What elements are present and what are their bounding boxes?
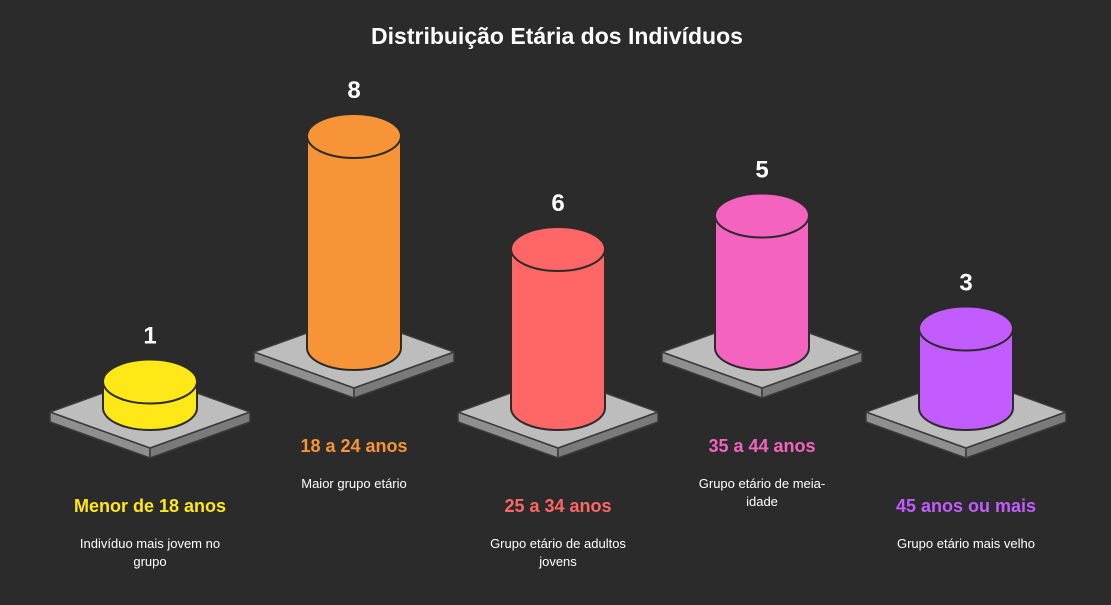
category-label: 45 anos ou mais [896, 496, 1036, 516]
cylinder-body [510, 248, 606, 431]
category-description: Grupo etário mais velho [897, 536, 1035, 551]
category-label: 35 a 44 anos [708, 436, 815, 456]
category-description: Maior grupo etário [301, 476, 407, 491]
category-description: Indivíduo mais jovem no [80, 536, 220, 551]
category-description: grupo [133, 554, 166, 569]
category-label: Menor de 18 anos [74, 496, 226, 516]
category-description: jovens [538, 554, 577, 569]
value-label: 3 [959, 270, 972, 297]
cylinder-top [510, 226, 606, 272]
category-label: 25 a 34 anos [504, 496, 611, 516]
category-description: Grupo etário de meia- [699, 476, 825, 491]
bars-group: 1 Menor de 18 anos Indivíduo mais jovem no… [49, 77, 1067, 569]
cylinder-body [918, 327, 1014, 431]
bar-group: 3 45 anos ou mais Grupo etário mais velho [865, 270, 1067, 551]
chart-title: Distribuição Etária dos Indivíduos [371, 23, 743, 49]
bar-group: 6 25 a 34 anos Grupo etário de adultos jove… [457, 190, 659, 569]
value-label: 6 [551, 190, 564, 217]
value-label: 8 [347, 77, 360, 104]
bar-group: 8 18 a 24 anos Maior grupo etário [253, 77, 455, 491]
bar-group: 1 Menor de 18 anos Indivíduo mais jovem no… [49, 323, 251, 569]
category-description: Grupo etário de adultos [490, 536, 626, 551]
cylinder-body [714, 214, 810, 371]
cylinder-top [918, 305, 1014, 352]
value-label: 5 [755, 157, 768, 184]
cylinder-top [306, 113, 402, 159]
bar-group: 5 35 a 44 anos Grupo etário de meia-idade [661, 157, 863, 509]
cylinder-top [102, 358, 198, 405]
category-label: 18 a 24 anos [300, 436, 407, 456]
category-description: idade [746, 494, 778, 509]
value-label: 1 [143, 323, 156, 350]
cylinder-body [306, 135, 402, 371]
cylinder-top [714, 192, 810, 239]
